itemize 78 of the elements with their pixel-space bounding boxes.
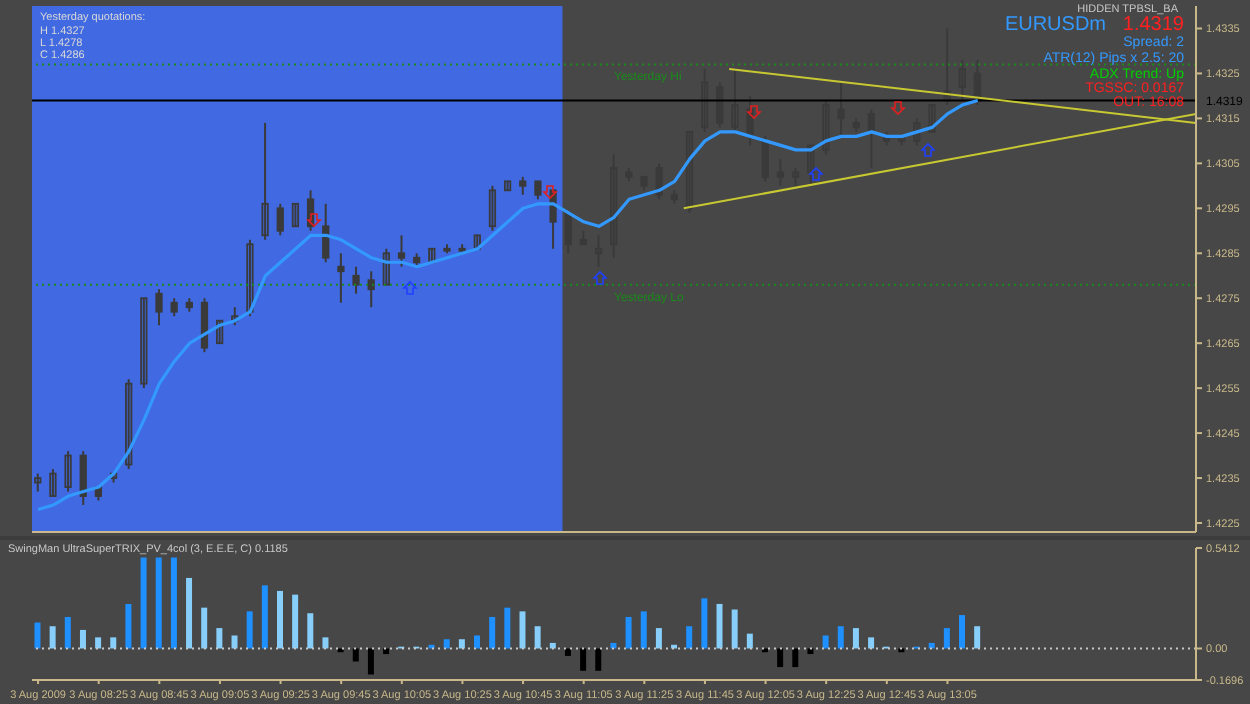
candlestick <box>64 450 72 493</box>
candlestick <box>352 265 360 295</box>
annotation: 1.4319 <box>1122 14 1184 36</box>
bar <box>474 635 481 649</box>
candlestick <box>367 270 375 309</box>
bar <box>746 633 753 649</box>
annotation: EURUSDm <box>1004 14 1106 36</box>
candlestick <box>155 288 163 327</box>
bar <box>352 648 359 662</box>
bar <box>731 609 738 649</box>
bar <box>246 611 253 649</box>
bar <box>534 626 541 649</box>
candlestick <box>125 378 133 471</box>
candlestick <box>276 202 284 237</box>
candlestick <box>807 144 815 187</box>
bar <box>125 603 132 649</box>
bar <box>34 622 41 649</box>
bar <box>777 648 784 668</box>
candlestick <box>200 297 209 354</box>
bar <box>170 557 177 649</box>
bar <box>367 648 374 675</box>
bar <box>640 611 647 649</box>
candlestick <box>246 238 254 318</box>
candlestick <box>49 468 57 498</box>
bar <box>201 607 208 649</box>
bar <box>852 628 859 649</box>
bar <box>216 628 223 649</box>
candlestick <box>261 121 269 241</box>
bar <box>322 637 329 649</box>
candlestick <box>594 234 603 268</box>
bar <box>110 637 117 649</box>
bar <box>868 637 875 649</box>
bar <box>458 639 465 649</box>
bar <box>95 637 102 649</box>
candlestick <box>685 130 694 214</box>
bar <box>959 615 966 649</box>
bar <box>292 594 299 649</box>
candlestick <box>337 252 345 304</box>
bar <box>792 648 799 668</box>
bar <box>155 557 162 649</box>
bar <box>186 577 193 649</box>
candlestick <box>216 319 224 345</box>
bar <box>64 616 71 649</box>
bar <box>307 613 314 649</box>
bar <box>276 590 283 649</box>
bar <box>489 616 496 649</box>
bar <box>943 628 950 649</box>
candlestick <box>488 184 497 232</box>
candlestick <box>140 297 148 390</box>
candlestick <box>928 103 936 133</box>
bar <box>443 639 450 649</box>
bar <box>974 626 981 649</box>
bar <box>580 648 587 671</box>
candlestick <box>322 202 330 264</box>
bar <box>716 603 723 649</box>
bar <box>595 648 602 671</box>
candlestick <box>776 157 785 187</box>
bar <box>928 642 935 649</box>
candlestick <box>382 247 390 286</box>
bar <box>686 626 693 649</box>
candlestick <box>913 117 921 147</box>
bar <box>261 585 268 649</box>
bar <box>837 626 844 649</box>
bar <box>79 629 86 649</box>
bar <box>655 628 662 649</box>
bar <box>822 635 829 649</box>
bar <box>549 642 556 649</box>
candlestick <box>397 234 406 268</box>
bar <box>701 598 708 649</box>
bar <box>504 607 511 649</box>
bar <box>140 557 147 649</box>
candlestick <box>564 211 572 255</box>
bar <box>231 635 238 649</box>
bar <box>610 642 617 649</box>
bar <box>49 626 56 649</box>
bar <box>625 616 632 649</box>
bar <box>519 611 526 649</box>
candlestick <box>291 202 300 228</box>
